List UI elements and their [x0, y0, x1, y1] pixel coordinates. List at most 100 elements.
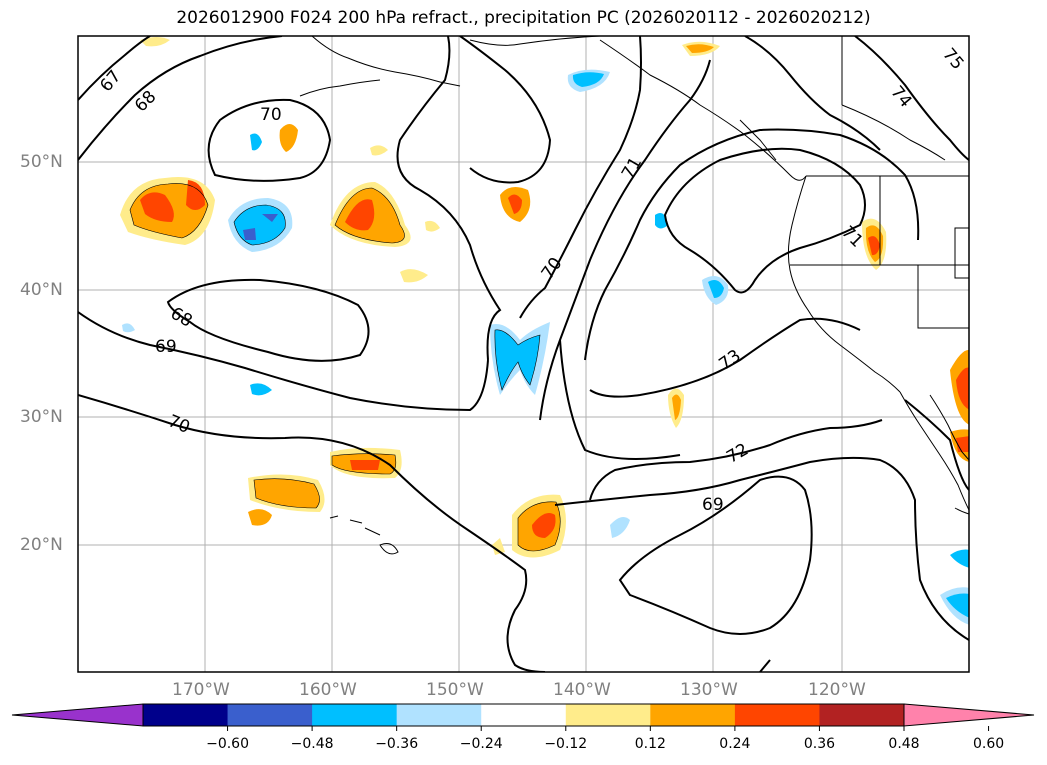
- bc-islands: [739, 119, 777, 161]
- state-border: [841, 104, 946, 161]
- contour-label: 70: [260, 105, 282, 125]
- precip-negative-patch: [250, 133, 262, 151]
- contour-label: 70: [538, 254, 567, 283]
- contour-label: 67: [96, 67, 125, 96]
- precip-negative-patch: [122, 323, 135, 333]
- colorbar-tick-label: 0.36: [803, 736, 836, 752]
- contour-label: 75: [938, 44, 967, 73]
- precip-negative-patch: [250, 383, 272, 396]
- colorbar-tick-label: 0.48: [888, 736, 920, 752]
- us-west-coast: [787, 175, 901, 393]
- colorbar-segment: [650, 704, 736, 726]
- colorbar-tick-label: −0.48: [290, 736, 334, 752]
- precip-outline: [517, 501, 561, 552]
- colorbar-tick-label: 0.12: [634, 736, 666, 752]
- contour-70-main: [78, 394, 546, 672]
- precip-negative-patch: [494, 329, 540, 390]
- colorbar-tick-label: 0.60: [972, 736, 1005, 752]
- precip-positive-patch: [956, 367, 969, 410]
- precip-negative-patch: [708, 280, 724, 298]
- precip-positive-patch: [508, 194, 522, 214]
- contour-74: [744, 36, 881, 151]
- contour-label: 74: [886, 82, 915, 111]
- colorbar-segment: [396, 704, 482, 726]
- precip-positive-patch: [345, 199, 375, 231]
- precip-negative-patch: [946, 593, 969, 618]
- hawaii-islands: [329, 515, 399, 555]
- precip-negative-patch: [950, 549, 969, 568]
- precip-positive-patch: [350, 460, 380, 470]
- state-border: [917, 265, 969, 329]
- precip-negative-patch: [610, 516, 630, 538]
- precip-positive-patch: [248, 509, 272, 526]
- contour-69-main: [554, 456, 969, 641]
- precip-positive-patch: [400, 269, 428, 283]
- contour-70-inner: [459, 36, 552, 184]
- precip-positive-patch: [254, 478, 320, 508]
- contour-label: 69: [155, 337, 177, 357]
- refractivity-contours: [78, 36, 969, 672]
- contour-71: [539, 59, 711, 421]
- precip-negative-patch: [572, 72, 604, 87]
- precip-positive-patch: [686, 44, 714, 53]
- contour-70-north-loop: [207, 98, 332, 182]
- colorbar-frame: [142, 703, 905, 727]
- colorbar-tick-label: 0.24: [719, 736, 751, 752]
- precip-positive-patch: [140, 192, 174, 222]
- gulf-california-coast: [929, 394, 969, 461]
- colorbar-tick-label: −0.36: [375, 736, 419, 752]
- lon-label-160w: 160°W: [299, 680, 357, 700]
- precip-positive-patch: [868, 236, 880, 256]
- contour-label: 72: [723, 440, 752, 468]
- contour-70-ridge: [396, 36, 502, 361]
- lon-label-140w: 140°W: [553, 680, 611, 700]
- contour-69-sw: [759, 659, 771, 672]
- precip-positive-patch: [672, 394, 681, 420]
- lat-label-30n: 30°N: [20, 407, 63, 427]
- precip-outline: [129, 183, 209, 239]
- colorbar-segment: [565, 704, 651, 726]
- colorbar-tick-label: −0.24: [459, 736, 503, 752]
- contour-label: 70: [165, 411, 193, 438]
- map-title: 2026012900 F024 200 hPa refract., precip…: [176, 8, 871, 28]
- precip-negative-patch: [243, 228, 256, 240]
- precip-positive-patch: [492, 538, 505, 555]
- lon-label-150w: 150°W: [426, 680, 484, 700]
- colorbar-segment: [143, 704, 229, 726]
- precip-outline: [494, 329, 541, 391]
- contour-73-north: [584, 128, 920, 361]
- precip-positive-patch: [532, 512, 556, 538]
- colorbar-segment: [819, 704, 905, 726]
- alaska-coast: [311, 36, 461, 87]
- precip-positive-patch: [425, 220, 440, 232]
- precip-negative-patch: [262, 214, 278, 222]
- precip-outline: [334, 187, 405, 244]
- precip-positive-patch: [956, 436, 969, 452]
- contour-70-trough: [519, 36, 642, 319]
- lat-label-40n: 40°N: [20, 280, 63, 300]
- contour-69-south: [618, 475, 813, 635]
- colorbar-segment: [734, 704, 820, 726]
- precip-positive-patch: [140, 37, 170, 47]
- colorbar-segment: [227, 704, 313, 726]
- lat-label-50n: 50°N: [20, 152, 63, 172]
- map-frame: [77, 35, 970, 673]
- state-border: [954, 227, 969, 279]
- precip-positive-patch: [186, 180, 205, 210]
- contour-73: [663, 147, 866, 294]
- contour-east-edge: [904, 399, 969, 491]
- contour-74-east: [854, 36, 969, 161]
- contour-68: [78, 36, 283, 161]
- contour-71-inner: [559, 339, 681, 460]
- contour-68-loop: [166, 278, 370, 362]
- lon-label-120w: 120°W: [808, 680, 866, 700]
- contour-69-west: [78, 311, 489, 412]
- colorbar-segment: [312, 704, 398, 726]
- lon-label-130w: 130°W: [680, 680, 738, 700]
- lon-label-170w: 170°W: [172, 680, 230, 700]
- precip-positive-patch: [279, 124, 298, 152]
- contour-72: [589, 419, 883, 501]
- colorbar-extend-max: [903, 703, 1035, 727]
- colorbar-segment: [481, 704, 567, 726]
